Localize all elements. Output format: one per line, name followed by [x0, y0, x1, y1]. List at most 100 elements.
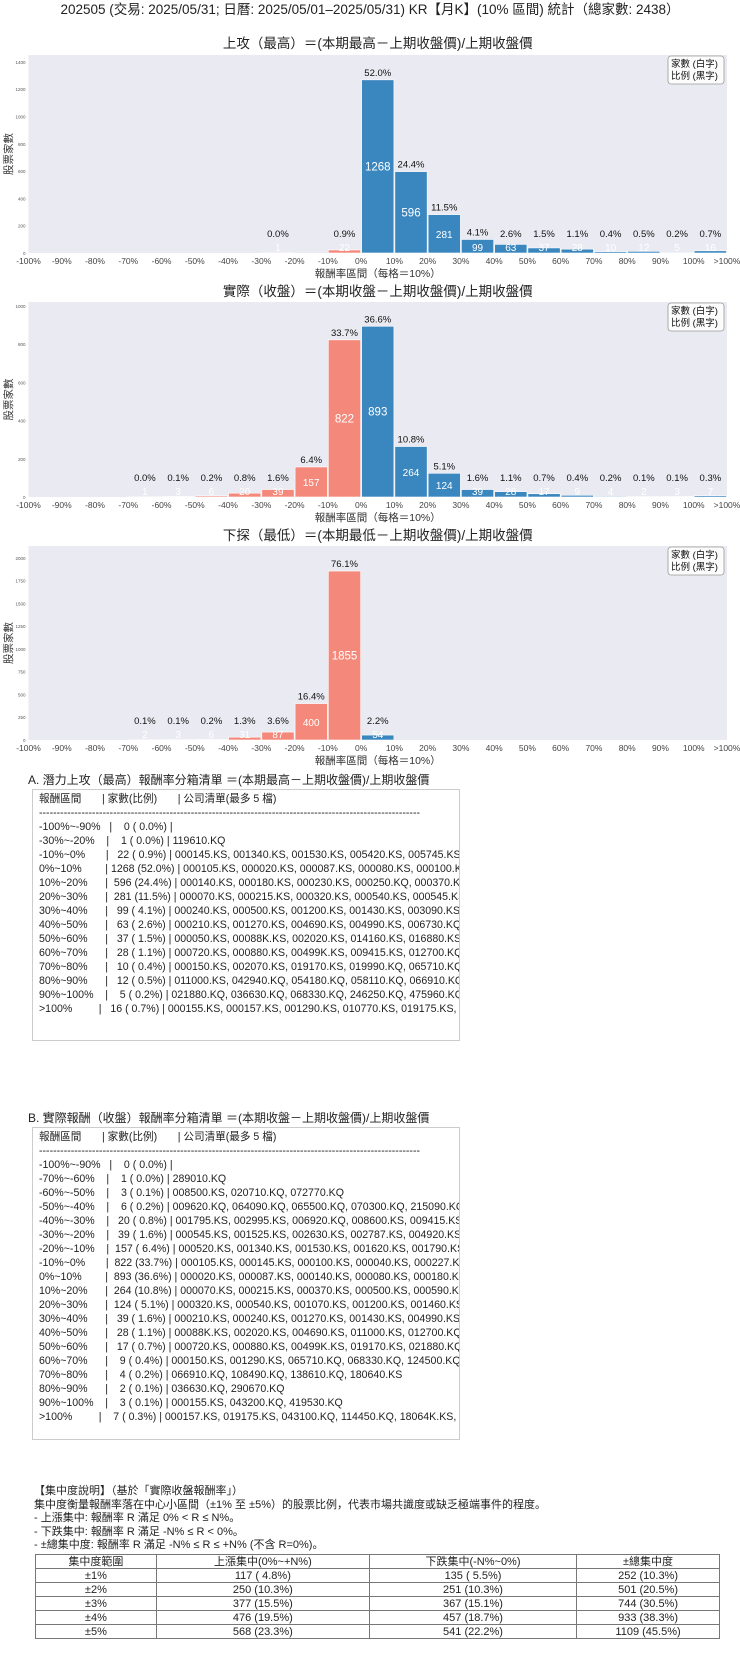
table-cell: 476 (19.5%): [155, 1610, 370, 1625]
y-tick-label: 500: [18, 692, 26, 697]
table-cell: 377 (15.5%): [155, 1596, 370, 1611]
bar-percent-label: 1.1%: [566, 229, 588, 240]
y-tick-label: 0: [23, 251, 26, 256]
list-row: -10%~0% | 822 (33.7%) | 000105.KS, 00014…: [39, 1257, 460, 1269]
bar-count-label: 400: [303, 718, 320, 729]
column-header: 下跌集中(-N%~0%): [368, 1554, 578, 1569]
table-cell: ±4%: [35, 1610, 157, 1625]
legend-entry: 比例 (黑字): [671, 70, 718, 82]
list-row: >100% | 16 ( 0.7%) | 000155.KS, 000157.K…: [39, 1003, 457, 1015]
bar-percent-label: 0.4%: [600, 229, 622, 240]
x-tick-label: 40%: [486, 743, 503, 753]
legend-entry: 家數 (白字): [671, 58, 718, 70]
x-tick-label: 100%: [683, 743, 705, 753]
bar: [560, 494, 594, 498]
bar-percent-label: 52.0%: [364, 68, 391, 79]
bar: [461, 489, 494, 498]
concentration-note-line: 【集中度說明】（基於「實際收盤報酬率」）: [34, 1485, 243, 1497]
bar-count-label: 37: [538, 243, 550, 254]
bar-percent-label: 0.8%: [234, 473, 256, 484]
bar-percent-label: 4.1%: [467, 227, 489, 238]
table-cell: 251 (10.3%): [368, 1582, 578, 1597]
x-tick-label: 0%: [355, 256, 368, 266]
x-tick-label: -60%: [152, 500, 172, 510]
table-cell: ±1%: [35, 1568, 157, 1583]
bar: [394, 171, 428, 254]
bar-count-label: 3: [175, 730, 181, 741]
bar: [527, 247, 561, 254]
table-cell: 744 (30.5%): [576, 1596, 720, 1611]
list-row: 20%~30% | 124 ( 5.1%) | 000320.KS, 00054…: [39, 1299, 459, 1311]
bar-percent-label: 0.7%: [533, 473, 555, 484]
y-tick-label: 1200: [15, 87, 26, 92]
bar-count-label: 16: [705, 243, 717, 254]
list-row: 30%~40% | 99 ( 4.1%) | 000240.KS, 000500…: [39, 905, 460, 917]
bar-percent-label: 5.1%: [433, 461, 455, 472]
table-cell: ±3%: [35, 1596, 157, 1611]
bar-count-label: 822: [335, 413, 354, 425]
table-cell: 457 (18.7%): [368, 1610, 578, 1625]
bar-count-label: 9: [575, 487, 581, 498]
x-tick-label: -20%: [285, 743, 305, 753]
y-tick-label: 400: [18, 196, 26, 201]
table-cell: 1109 (45.5%): [576, 1624, 720, 1639]
column-header: 上漲集中(0%~+N%): [155, 1554, 370, 1569]
bar: [627, 251, 661, 254]
x-tick-label: -50%: [185, 500, 205, 510]
list-row: >100% | 7 ( 0.3%) | 000157.KS, 019175.KS…: [39, 1411, 457, 1423]
bar: [361, 734, 395, 741]
table-row: ±2% 250 (10.3%) 251 (10.3%) 501 (20.5%): [35, 1582, 720, 1597]
list-header: 報酬區間 | 家數(比例) | 公司清單(最多 5 檔): [39, 793, 277, 805]
list-row: -30%~-20% | 39 ( 1.6%) | 000545.KS, 0015…: [39, 1229, 460, 1241]
y-tick-label: 1400: [15, 60, 26, 65]
list-row: 50%~60% | 37 ( 1.5%) | 000050.KS, 00088K…: [39, 933, 460, 945]
y-tick-label: 600: [18, 380, 26, 385]
bar: [161, 496, 195, 498]
list-row: 40%~50% | 28 ( 1.1%) | 00088K.KS, 002020…: [39, 1327, 460, 1339]
bar-count-label: 63: [505, 243, 517, 254]
bar: [660, 496, 694, 498]
bar-count-label: 157: [303, 478, 320, 489]
bar: [261, 489, 295, 498]
x-tick-label: -70%: [118, 500, 138, 510]
legend: 家數 (白字)比例 (黑字): [667, 546, 725, 576]
list-row: 70%~80% | 4 ( 0.2%) | 066910.KQ, 108490.…: [39, 1369, 403, 1381]
legend-entry: 比例 (黑字): [671, 561, 718, 573]
bar-count-label: 264: [403, 468, 420, 479]
x-tick-label: 30%: [452, 500, 469, 510]
x-tick-label: 90%: [652, 500, 669, 510]
bar: [494, 491, 528, 498]
bar: [594, 251, 628, 254]
bar-count-label: 596: [401, 207, 420, 219]
bar-percent-label: 76.1%: [331, 559, 358, 570]
x-tick-label: 50%: [519, 743, 536, 753]
x-tick-label: 80%: [619, 743, 636, 753]
bar: [594, 495, 628, 498]
bar: [294, 703, 328, 741]
list-row: -60%~-50% | 3 ( 0.1%) | 008500.KS, 02071…: [39, 1187, 344, 1199]
bar: [693, 495, 727, 498]
bar-percent-label: 0.2%: [600, 473, 622, 484]
list-divider: ----------------------------------------…: [39, 1145, 421, 1157]
bar: [494, 244, 528, 254]
bar-count-label: 28: [505, 487, 517, 498]
bar: [328, 339, 361, 498]
concentration-note-line: - 下跌集中: 報酬率 R 滿足 -N% ≤ R < 0%。: [34, 1525, 244, 1538]
column-header: 集中度範圍: [35, 1554, 157, 1569]
bar-percent-label: 0.0%: [134, 473, 156, 484]
list-row: -30%~-20% | 1 ( 0.0%) | 119610.KQ: [39, 835, 226, 847]
legend-entry: 家數 (白字): [671, 549, 718, 561]
bar: [527, 493, 561, 498]
x-tick-label: -50%: [185, 256, 205, 266]
chart-title: 上攻（最高）＝(本期最高－上期收盤價)/上期收盤價: [223, 35, 533, 51]
bar-percent-label: 0.3%: [700, 473, 722, 484]
list-row: 90%~100% | 5 ( 0.2%) | 021880.KQ, 036630…: [39, 989, 460, 1001]
x-tick-label: 10%: [386, 256, 403, 266]
list-row: 40%~50% | 63 ( 2.6%) | 000210.KS, 001270…: [39, 919, 460, 931]
list-row: 10%~20% | 264 (10.8%) | 000070.KS, 00021…: [39, 1285, 459, 1297]
x-tick-label: 40%: [486, 256, 503, 266]
x-tick-label: 40%: [486, 500, 503, 510]
bar: [427, 472, 461, 498]
bar: [394, 446, 428, 498]
